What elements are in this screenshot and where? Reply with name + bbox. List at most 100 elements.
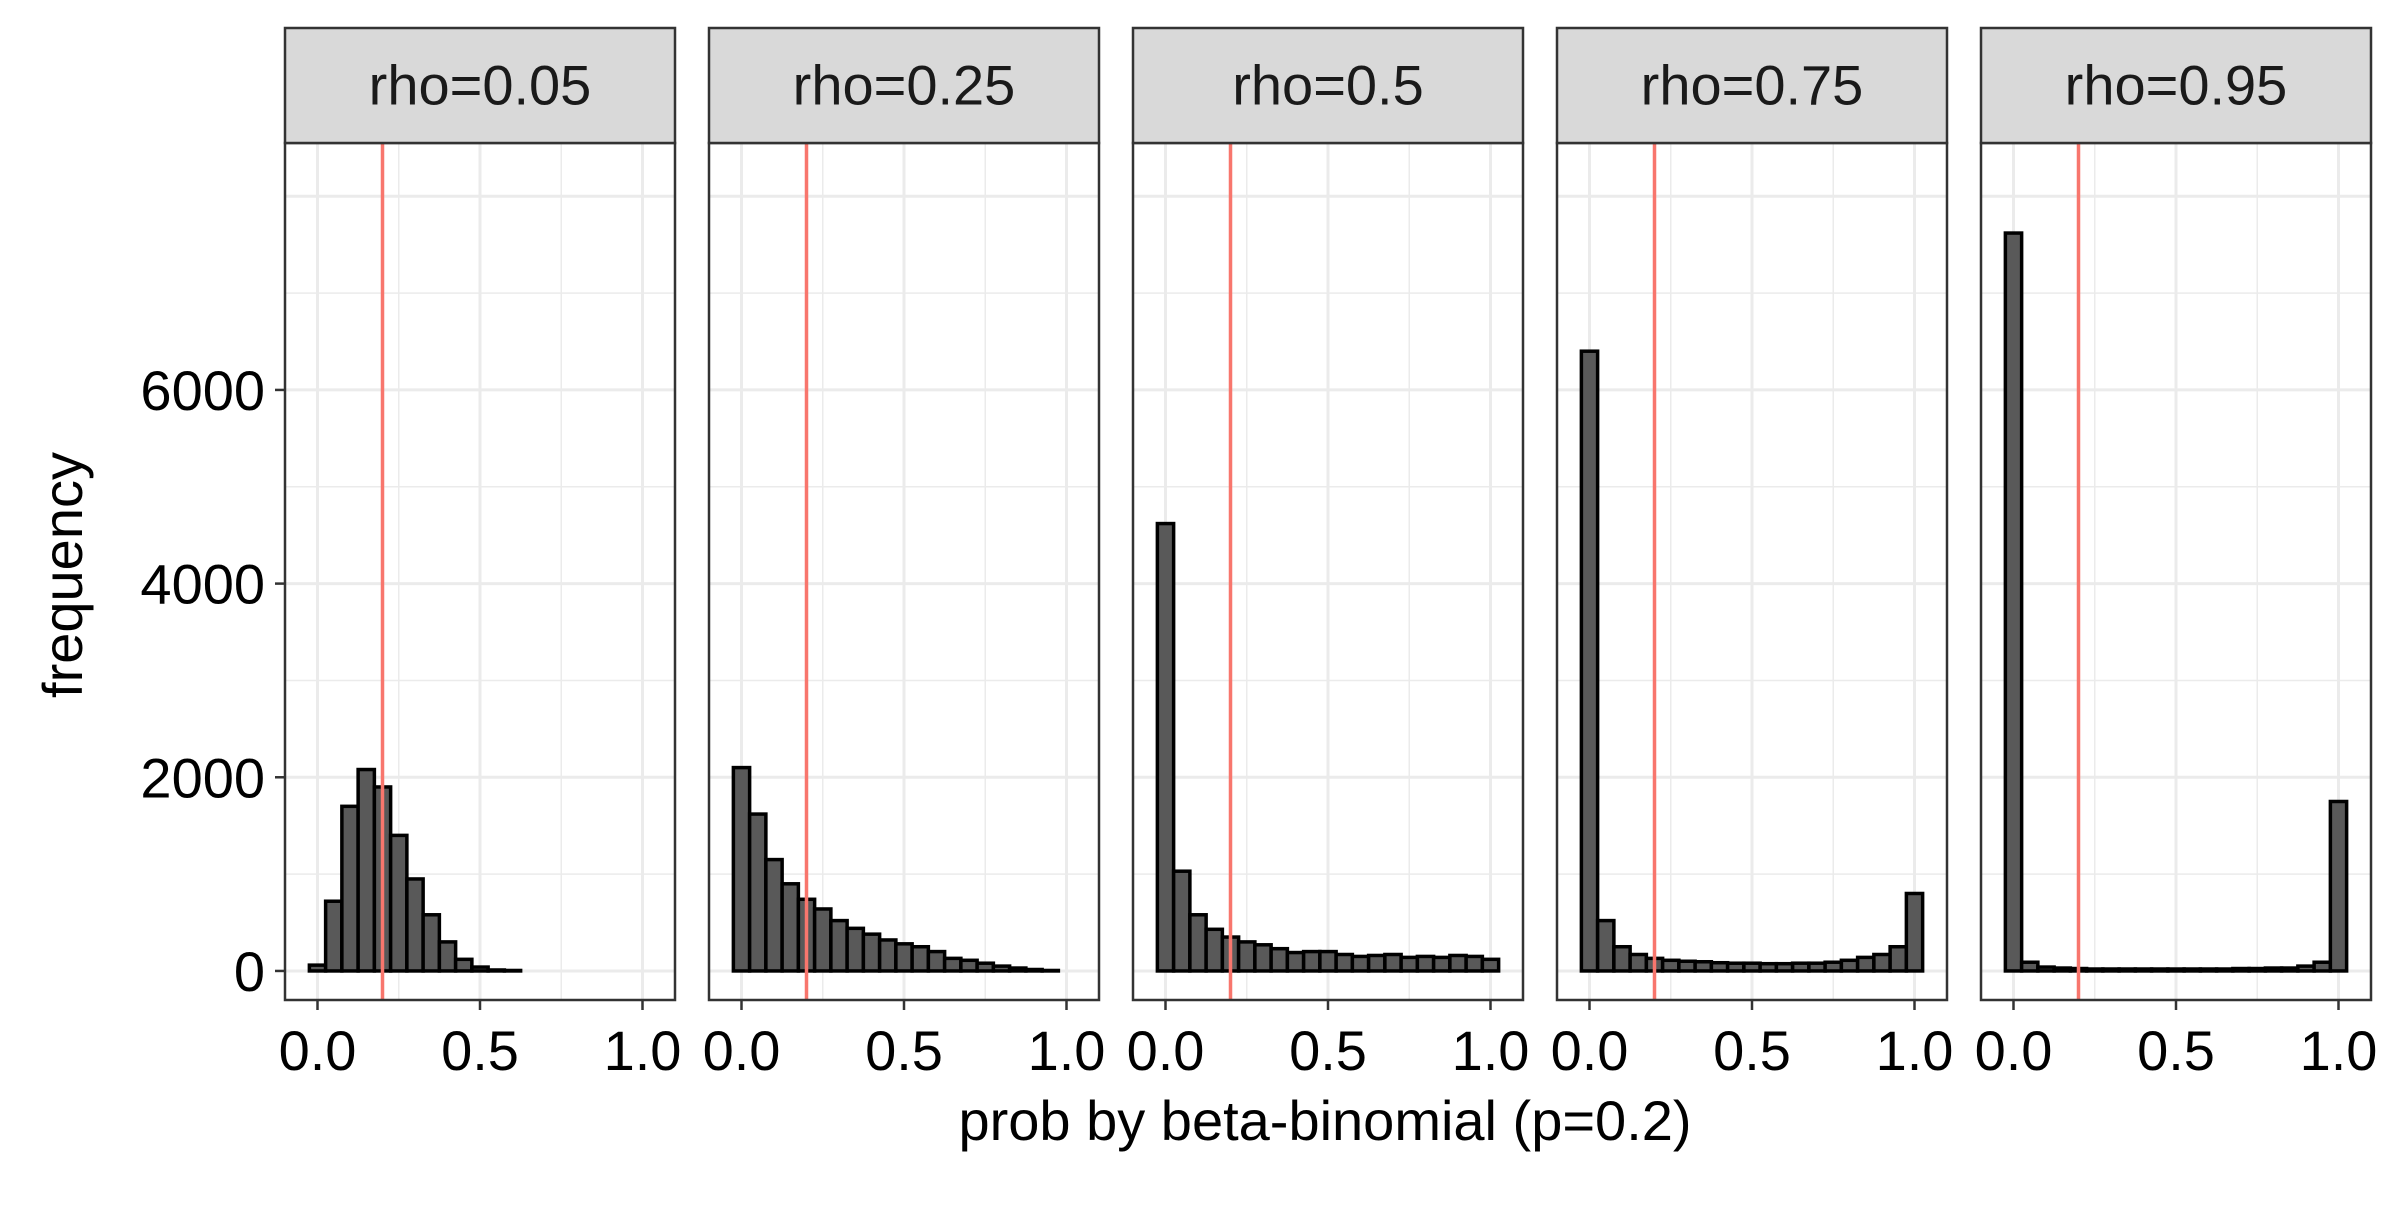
histogram-bar <box>863 934 879 971</box>
histogram-bar <box>1010 968 1026 971</box>
histogram-bar <box>1206 929 1222 971</box>
histogram-bar <box>2249 969 2265 971</box>
histogram-bar <box>2103 969 2119 971</box>
histogram-bar <box>1190 915 1206 971</box>
histogram-bar <box>1417 956 1433 971</box>
histogram-bar <box>326 901 342 971</box>
histogram-bar <box>1336 954 1352 970</box>
histogram-bar <box>2005 233 2021 971</box>
histogram-bar <box>407 879 423 971</box>
x-tick-label: 1.0 <box>2300 1019 2378 1082</box>
x-tick-label: 0.5 <box>2137 1019 2215 1082</box>
histogram-bar <box>880 940 896 971</box>
histogram-bar <box>1858 957 1874 971</box>
facet-panel-1: rho=0.05 0.0 0.5 1.0 <box>279 28 682 1082</box>
facet-panel-5: rho=0.95 0.0 0.5 1.0 <box>1975 28 2378 1082</box>
histogram-bar <box>2054 968 2070 971</box>
histogram-bar <box>2233 969 2249 971</box>
facet-strip-label: rho=0.95 <box>2065 54 2288 117</box>
histogram-bar <box>831 921 847 971</box>
facet-strip-label: rho=0.5 <box>1232 54 1424 117</box>
histogram-bar <box>2330 801 2346 970</box>
histogram-bar <box>342 806 358 971</box>
histogram-bar <box>1679 961 1695 971</box>
histogram-bar <box>2314 962 2330 971</box>
histogram-bar <box>2152 969 2168 971</box>
x-tick-label: 1.0 <box>604 1019 682 1082</box>
histogram-bar <box>1482 959 1498 971</box>
histogram-bar <box>961 960 977 971</box>
facet-strip-label: rho=0.75 <box>1641 54 1864 117</box>
y-tick-label: 6000 <box>140 359 265 422</box>
histogram-bar <box>472 967 488 971</box>
histogram-bar <box>1630 954 1646 970</box>
histogram-bar <box>309 965 325 971</box>
facet-panel-4: rho=0.75 0.0 0.5 1.0 <box>1551 28 1954 1082</box>
histogram-bar <box>928 952 944 971</box>
histogram-bar <box>1352 956 1368 971</box>
histogram-bar <box>1906 893 1922 970</box>
histogram-bar <box>1304 952 1320 971</box>
facet-strip-label: rho=0.25 <box>793 54 1016 117</box>
y-axis-title: frequency <box>31 452 94 698</box>
histogram-bar <box>1744 963 1760 971</box>
histogram-bar <box>733 768 749 971</box>
histogram-bar <box>2282 968 2298 971</box>
histogram-bar <box>1581 351 1597 971</box>
histogram-bar <box>1695 962 1711 971</box>
histogram-bar <box>993 966 1009 971</box>
histogram-bar <box>1385 954 1401 970</box>
x-tick-label: 0.0 <box>1127 1019 1205 1082</box>
histogram-bar <box>1841 960 1857 971</box>
histogram-bar <box>439 942 455 971</box>
x-tick-label: 0.5 <box>1713 1019 1791 1082</box>
y-tick-label: 4000 <box>140 553 265 616</box>
histogram-bar <box>2022 962 2038 971</box>
x-tick-label: 0.5 <box>865 1019 943 1082</box>
y-tick-label: 2000 <box>140 746 265 809</box>
histogram-bar <box>1450 955 1466 970</box>
x-axis-title: prob by beta-binomial (p=0.2) <box>958 1089 1691 1152</box>
histogram-bar <box>1874 954 1890 970</box>
histogram-bar <box>1825 962 1841 971</box>
histogram-bar <box>1157 524 1173 971</box>
histogram-bar <box>750 814 766 971</box>
histogram-bar <box>1466 956 1482 971</box>
histogram-bar <box>977 963 993 971</box>
histogram-bar <box>2135 969 2151 971</box>
facet-strip-label: rho=0.05 <box>369 54 592 117</box>
histogram-bar <box>1760 964 1776 971</box>
x-tick-label: 0.0 <box>1551 1019 1629 1082</box>
histogram-bar <box>1026 969 1042 970</box>
histogram-bar <box>2217 969 2233 971</box>
x-tick-label: 0.0 <box>279 1019 357 1082</box>
histogram-bar <box>1711 963 1727 971</box>
histogram-bar <box>1809 963 1825 971</box>
histogram-bar <box>945 958 961 971</box>
x-tick-label: 0.5 <box>441 1019 519 1082</box>
histogram-bar <box>766 860 782 971</box>
histogram-bar <box>2087 969 2103 971</box>
histogram-bar <box>1614 947 1630 971</box>
histogram-bar <box>2265 968 2281 971</box>
histogram-bar <box>456 959 472 971</box>
x-tick-label: 0.0 <box>1975 1019 2053 1082</box>
x-tick-label: 1.0 <box>1876 1019 1954 1082</box>
histogram-bar <box>1728 963 1744 971</box>
histogram-bar <box>815 909 831 971</box>
histogram-bar <box>1239 942 1255 971</box>
histogram-bar <box>1255 945 1271 971</box>
histogram-bar <box>1287 953 1303 971</box>
histogram-bar <box>1320 952 1336 971</box>
histogram-bar <box>1401 957 1417 971</box>
histogram-bar <box>896 944 912 971</box>
histogram-bar <box>488 970 504 971</box>
x-tick-label: 1.0 <box>1028 1019 1106 1082</box>
histogram-bar <box>912 947 928 971</box>
histogram-bar <box>2184 969 2200 971</box>
histogram-bar <box>358 770 374 971</box>
